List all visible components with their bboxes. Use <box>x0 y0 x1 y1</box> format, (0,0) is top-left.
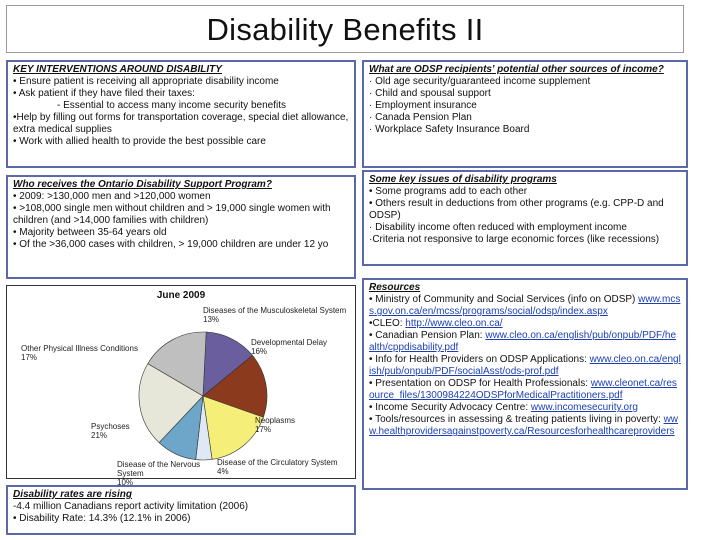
resource-item: • Ministry of Community and Social Servi… <box>369 294 681 317</box>
issue-line: · Disability income often reduced with e… <box>369 222 627 233</box>
who-line: • Of the >36,000 cases with children, > … <box>13 239 329 250</box>
resource-link[interactable]: http://www.cleo.on.ca/ <box>405 318 503 329</box>
rates-box: Disability rates are rising -4.4 million… <box>6 485 356 535</box>
pie-chart-box: June 2009 Diseases of the Musculoskeleta… <box>6 285 356 487</box>
resource-item: • Tools/resources in assessing & treatin… <box>369 414 679 437</box>
who-receives-heading: Who receives the Ontario Disability Supp… <box>13 179 272 190</box>
key-line: • Work with allied health to provide the… <box>13 136 266 147</box>
key-line: •Help by filling out forms for transport… <box>13 112 349 135</box>
issues-heading: Some key issues of disability programs <box>369 174 557 185</box>
resource-link[interactable]: www.incomesecurity.org <box>530 402 638 413</box>
source-line: · Workplace Safety Insurance Board <box>369 124 530 135</box>
issue-line: • Some programs add to each other <box>369 186 528 197</box>
resource-link[interactable]: www.cleonet.ca/resource_files/1300984224… <box>369 378 677 401</box>
resource-item: • Canadian Pension Plan: www.cleo.on.ca/… <box>369 330 677 353</box>
pie-slice-5 <box>138 363 204 444</box>
key-line: • Ask patient if they have filed their t… <box>13 88 195 99</box>
rates-heading: Disability rates are rising <box>13 489 132 500</box>
label-nervous: Disease of the Nervous System 10% <box>117 460 201 487</box>
resources-box: Resources • Ministry of Community and So… <box>362 278 688 490</box>
label-other-physical: Other Physical Illness Conditions 17% <box>21 344 138 362</box>
title-frame: Disability Benefits II <box>6 5 684 53</box>
label-musculoskeletal: Diseases of the Musculoskeletal System 13… <box>203 306 347 324</box>
resource-link[interactable]: www.mcss.gov.on.ca/en/mcss/programs/soci… <box>369 294 681 317</box>
label-developmental: Developmental Delay 16% <box>251 338 328 356</box>
pie-slice-1 <box>202 354 268 418</box>
source-line: · Canada Pension Plan <box>369 112 472 123</box>
resources-heading: Resources <box>369 282 421 293</box>
pie-slice-0 <box>202 331 253 397</box>
slide-title: Disability Benefits II <box>206 12 484 47</box>
key-line: - Essential to access many income securi… <box>57 100 286 111</box>
key-line: • Ensure patient is receiving all approp… <box>13 76 279 87</box>
resource-item: •CLEO: http://www.cleo.on.ca/ <box>369 318 503 329</box>
source-line: · Child and spousal support <box>369 88 491 99</box>
resource-item: • Income Security Advocacy Centre: www.i… <box>369 402 638 413</box>
pie-chart <box>138 331 268 461</box>
issue-line: • Others result in deductions from other… <box>369 198 664 221</box>
resource-link[interactable]: www.healthprovidersagainstpoverty.ca/Res… <box>369 414 679 437</box>
label-circulatory: Disease of the Circulatory System 4% <box>217 458 338 476</box>
label-neoplasms: Neoplasms 17% <box>255 416 296 434</box>
other-sources-box: What are ODSP recipients' potential othe… <box>362 60 688 168</box>
resource-link[interactable]: www.cleo.on.ca/english/pub/onpub/PDF/hea… <box>369 330 677 353</box>
who-receives-box: Who receives the Ontario Disability Supp… <box>6 175 356 279</box>
pie-slice-2 <box>202 395 264 460</box>
issues-box: Some key issues of disability programs •… <box>362 170 688 266</box>
other-sources-heading: What are ODSP recipients' potential othe… <box>369 64 664 75</box>
source-line: · Old age security/guaranteed income sup… <box>369 76 591 87</box>
who-line: • >108,000 single men without children a… <box>13 203 331 226</box>
resource-item: • Presentation on ODSP for Health Profes… <box>369 378 677 401</box>
resource-link[interactable]: www.cleo.on.ca/english/pub/onpub/PDF/soc… <box>369 354 681 377</box>
who-line: • 2009: >130,000 men and >120,000 women <box>13 191 211 202</box>
source-line: · Employment insurance <box>369 100 477 111</box>
rates-line: -4.4 million Canadians report activity l… <box>13 501 249 512</box>
issue-line: ·Criteria not responsive to large econom… <box>369 234 660 245</box>
key-interventions-box: KEY INTERVENTIONS AROUND DISABILITY • En… <box>6 60 356 168</box>
who-line: • Majority between 35-64 years old <box>13 227 167 238</box>
label-psychoses: Psychoses 21% <box>91 422 130 440</box>
rates-line: • Disability Rate: 14.3% (12.1% in 2006) <box>13 513 191 524</box>
pie-slice-6 <box>147 331 207 397</box>
resource-item: • Info for Health Providers on ODSP Appl… <box>369 354 681 377</box>
key-interventions-heading: KEY INTERVENTIONS AROUND DISABILITY <box>13 64 222 75</box>
chart-title: June 2009 <box>156 290 206 301</box>
